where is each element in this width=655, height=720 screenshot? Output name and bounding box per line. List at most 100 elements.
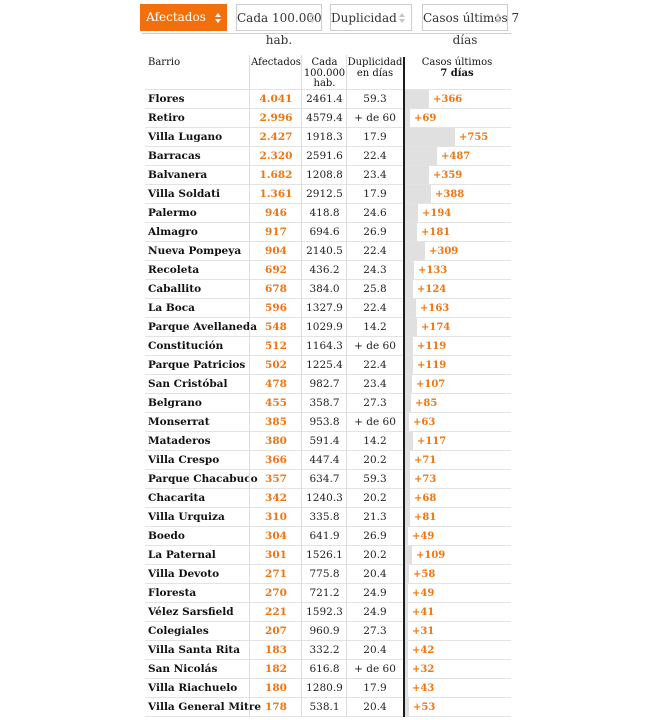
casos-7-dias-value: +487 xyxy=(441,150,471,162)
barrio-name: Caballito xyxy=(148,283,202,295)
column-header-afectados: Afectados xyxy=(251,57,301,68)
table-header: Barrio Afectados Cada 100.000 hab. Dupli… xyxy=(145,33,511,90)
duplicidad-value: + de 60 xyxy=(354,340,396,352)
casos-7-dias-value: +49 xyxy=(412,587,435,599)
afectados-value: 357 xyxy=(265,473,287,485)
casos-7-dias-cell: +755 xyxy=(403,128,511,146)
casos-7-dias-bar xyxy=(405,375,412,393)
casos-7-dias-value: +174 xyxy=(421,321,451,333)
sort-dropdown-label: Cada 100.000 xyxy=(237,11,322,25)
barrio-name: Recoleta xyxy=(148,264,200,276)
casos-7-dias-bar xyxy=(405,223,417,241)
duplicidad-value: 22.4 xyxy=(363,359,387,371)
casos-7-dias-bar xyxy=(405,413,409,431)
afectados-value: 342 xyxy=(265,492,287,504)
barrio-name: Villa Riachuelo xyxy=(148,682,238,694)
sort-dropdown-per-100k[interactable]: Cada 100.000 hab. xyxy=(229,4,329,47)
casos-7-dias-bar xyxy=(405,356,413,374)
barrio-name: Belgrano xyxy=(148,397,202,409)
casos-7-dias-cell: +43 xyxy=(403,679,511,697)
sort-dropdown-label: Casos últimos 7 xyxy=(423,11,520,25)
sort-dropdown-afectados[interactable]: Afectados xyxy=(140,4,227,31)
table-row: La Boca 596 1327.9 22.4 +163 xyxy=(145,299,511,318)
casos-7-dias-cell: +359 xyxy=(403,166,511,184)
per-100k-value: 616.8 xyxy=(309,663,340,675)
duplicidad-value: 14.2 xyxy=(363,435,387,447)
casos-7-dias-bar xyxy=(405,584,408,602)
casos-7-dias-bar xyxy=(405,242,425,260)
casos-7-dias-bar xyxy=(405,451,410,469)
duplicidad-value: 22.4 xyxy=(363,245,387,257)
casos-7-dias-cell: +41 xyxy=(403,603,511,621)
barrio-name: Flores xyxy=(148,93,185,105)
column-header-casos-7-dias: Casos últimos 7 días xyxy=(403,57,511,79)
afectados-value: 270 xyxy=(265,587,287,599)
duplicidad-value: 23.4 xyxy=(363,378,387,390)
table-row: Villa Lugano 2.427 1918.3 17.9 +755 xyxy=(145,128,511,147)
casos-7-dias-value: +194 xyxy=(422,207,452,219)
per-100k-value: 2140.5 xyxy=(306,245,343,257)
sort-dropdown-casos-7-dias[interactable]: Casos últimos 7 días xyxy=(415,4,520,47)
per-100k-value: 1029.9 xyxy=(306,321,343,333)
barrio-name: Villa General Mitre xyxy=(148,701,262,713)
casos-7-dias-cell: +124 xyxy=(403,280,511,298)
casos-7-dias-cell: +49 xyxy=(403,584,511,602)
casos-7-dias-cell: +309 xyxy=(403,242,511,260)
per-100k-value: 694.6 xyxy=(309,226,340,238)
casos-7-dias-cell: +31 xyxy=(403,622,511,640)
casos-7-dias-value: +181 xyxy=(421,226,451,238)
per-100k-value: 436.2 xyxy=(309,264,340,276)
casos-7-dias-cell: +181 xyxy=(403,223,511,241)
afectados-value: 271 xyxy=(265,568,287,580)
per-100k-value: 1208.8 xyxy=(306,169,343,181)
per-100k-value: 4579.4 xyxy=(306,112,343,124)
barrio-name: La Boca xyxy=(148,302,195,314)
sort-arrows-icon xyxy=(309,12,315,23)
sort-dropdown-duplicidad[interactable]: Duplicidad xyxy=(330,4,412,31)
barrio-name: Balvanera xyxy=(148,169,208,181)
afectados-value: 692 xyxy=(265,264,287,276)
casos-7-dias-bar xyxy=(405,128,455,146)
table-row: Villa Crespo 366 447.4 20.2 +71 xyxy=(145,451,511,470)
casos-7-dias-cell: +69 xyxy=(403,109,511,127)
duplicidad-value: 20.2 xyxy=(363,492,387,504)
table-top-rule xyxy=(142,33,511,34)
barrio-name: Villa Crespo xyxy=(148,454,220,466)
bar-chart-axis-line xyxy=(403,57,405,717)
per-100k-value: 634.7 xyxy=(309,473,340,485)
casos-7-dias-value: +133 xyxy=(418,264,448,276)
per-100k-value: 358.7 xyxy=(309,397,340,409)
afectados-value: 182 xyxy=(265,663,287,675)
table-row: Villa Urquiza 310 335.8 21.3 +81 xyxy=(145,508,511,527)
afectados-value: 178 xyxy=(265,701,287,713)
per-100k-value: 960.9 xyxy=(309,625,340,637)
column-divider xyxy=(249,55,250,717)
barrio-name: Floresta xyxy=(148,587,197,599)
table-row: San Cristóbal 478 982.7 23.4 +107 xyxy=(145,375,511,394)
casos-7-dias-cell: +68 xyxy=(403,489,511,507)
casos-7-dias-bar xyxy=(405,508,410,526)
casos-7-dias-cell: +133 xyxy=(403,261,511,279)
table-row: Nueva Pompeya 904 2140.5 22.4 +309 xyxy=(145,242,511,261)
barrio-name: San Cristóbal xyxy=(148,378,228,390)
casos-7-dias-value: +388 xyxy=(435,188,465,200)
afectados-value: 221 xyxy=(265,606,287,618)
casos-7-dias-bar xyxy=(405,660,408,678)
duplicidad-value: 20.4 xyxy=(363,644,387,656)
afectados-value: 2.996 xyxy=(259,112,293,124)
duplicidad-value: 24.3 xyxy=(363,264,387,276)
sort-dropdown-label-overflow: días xyxy=(415,34,515,47)
table-row: Chacarita 342 1240.3 20.2 +68 xyxy=(145,489,511,508)
afectados-value: 1.682 xyxy=(259,169,293,181)
casos-7-dias-value: +124 xyxy=(417,283,447,295)
casos-7-dias-value: +163 xyxy=(420,302,450,314)
afectados-value: 678 xyxy=(265,283,287,295)
per-100k-value: 2912.5 xyxy=(306,188,343,200)
column-divider xyxy=(301,55,302,717)
casos-7-dias-cell: +487 xyxy=(403,147,511,165)
barrio-name: Parque Avellaneda xyxy=(148,321,258,333)
barrio-name: Villa Santa Rita xyxy=(148,644,241,656)
column-header-per-100k: Cada 100.000 hab. xyxy=(303,57,346,89)
afectados-value: 502 xyxy=(265,359,287,371)
column-header-barrio: Barrio xyxy=(148,57,181,68)
